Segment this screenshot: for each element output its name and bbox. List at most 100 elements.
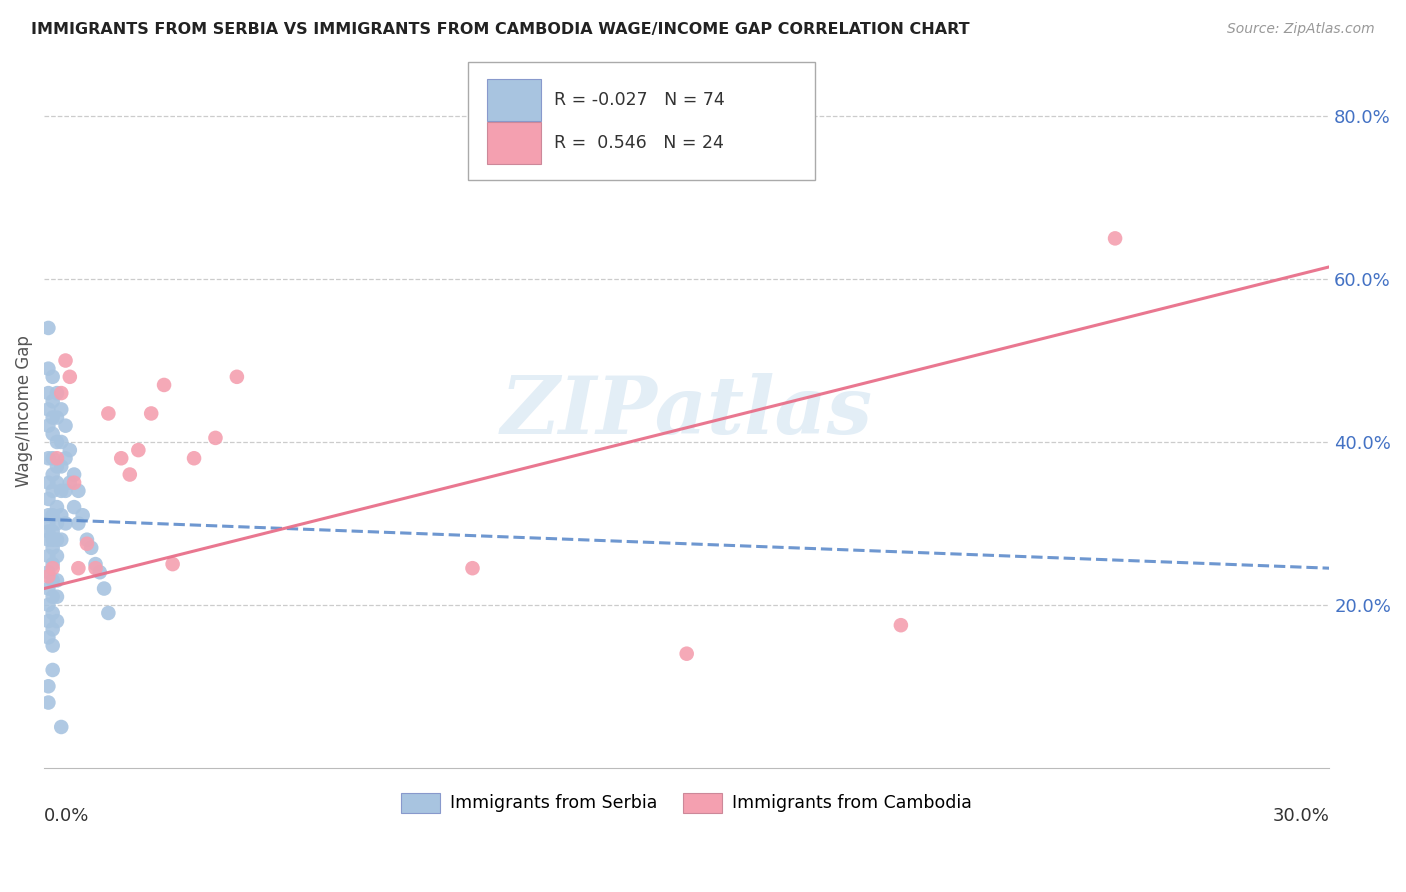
Point xyxy=(55,483,77,498)
Point xyxy=(46,574,69,588)
Point xyxy=(37,418,59,433)
Point xyxy=(41,394,63,409)
Point xyxy=(127,443,149,458)
Point xyxy=(37,475,59,490)
Point xyxy=(72,508,94,523)
Point xyxy=(51,508,73,523)
Point xyxy=(46,516,69,531)
Point xyxy=(675,647,697,661)
Point xyxy=(37,549,59,563)
Point xyxy=(63,475,86,490)
Point xyxy=(41,663,63,677)
Text: Source: ZipAtlas.com: Source: ZipAtlas.com xyxy=(1227,22,1375,37)
Point xyxy=(37,491,59,506)
Point xyxy=(67,516,90,531)
Point xyxy=(55,451,77,466)
Text: R =  0.546   N = 24: R = 0.546 N = 24 xyxy=(554,134,724,152)
Point xyxy=(46,590,69,604)
Text: IMMIGRANTS FROM SERBIA VS IMMIGRANTS FROM CAMBODIA WAGE/INCOME GAP CORRELATION C: IMMIGRANTS FROM SERBIA VS IMMIGRANTS FRO… xyxy=(31,22,970,37)
Point xyxy=(41,524,63,539)
Point xyxy=(76,537,98,551)
Point xyxy=(41,606,63,620)
Point xyxy=(153,378,176,392)
Point xyxy=(225,369,247,384)
Point xyxy=(59,475,82,490)
Point xyxy=(51,533,73,547)
Point xyxy=(41,541,63,555)
Point xyxy=(84,561,107,575)
Point xyxy=(46,500,69,515)
Point xyxy=(67,483,90,498)
Point xyxy=(46,549,69,563)
Point xyxy=(37,631,59,645)
Point xyxy=(51,459,73,474)
Point xyxy=(46,434,69,449)
Point xyxy=(41,590,63,604)
Point xyxy=(89,566,111,580)
Point xyxy=(41,557,63,571)
Point xyxy=(37,524,59,539)
Text: 0.0%: 0.0% xyxy=(44,807,90,825)
Point xyxy=(55,516,77,531)
Point xyxy=(84,557,107,571)
Point xyxy=(41,508,63,523)
Point xyxy=(41,574,63,588)
Point xyxy=(59,443,82,458)
Point xyxy=(118,467,141,482)
Point xyxy=(41,369,63,384)
Point xyxy=(46,386,69,401)
Point xyxy=(41,561,63,575)
Point xyxy=(97,407,120,421)
Point xyxy=(46,451,69,466)
Point xyxy=(55,418,77,433)
Point xyxy=(37,321,59,335)
Point xyxy=(55,353,77,368)
Point xyxy=(51,402,73,417)
Legend: Immigrants from Serbia, Immigrants from Cambodia: Immigrants from Serbia, Immigrants from … xyxy=(395,786,979,820)
Point xyxy=(37,386,59,401)
Point xyxy=(80,541,103,555)
Point xyxy=(37,614,59,628)
Point xyxy=(41,467,63,482)
Point xyxy=(46,410,69,425)
Point xyxy=(67,561,90,575)
Point xyxy=(51,434,73,449)
Point xyxy=(37,361,59,376)
Point xyxy=(37,516,59,531)
Point xyxy=(37,451,59,466)
Point xyxy=(76,533,98,547)
Point xyxy=(51,483,73,498)
Text: ZIPatlas: ZIPatlas xyxy=(501,373,873,450)
FancyBboxPatch shape xyxy=(488,79,541,121)
Point xyxy=(41,483,63,498)
Point xyxy=(162,557,184,571)
Point xyxy=(93,582,115,596)
Point xyxy=(37,508,59,523)
Point xyxy=(59,369,82,384)
Text: R = -0.027   N = 74: R = -0.027 N = 74 xyxy=(554,91,725,109)
Point xyxy=(37,598,59,612)
Point xyxy=(37,402,59,417)
Point xyxy=(461,561,484,575)
FancyBboxPatch shape xyxy=(468,62,815,180)
Point xyxy=(110,451,132,466)
Point xyxy=(37,582,59,596)
Point xyxy=(204,431,226,445)
Point xyxy=(37,533,59,547)
FancyBboxPatch shape xyxy=(488,122,541,164)
Text: 30.0%: 30.0% xyxy=(1272,807,1329,825)
Point xyxy=(51,720,73,734)
Point xyxy=(41,622,63,636)
Point xyxy=(41,533,63,547)
Y-axis label: Wage/Income Gap: Wage/Income Gap xyxy=(15,335,32,487)
Point xyxy=(97,606,120,620)
Point xyxy=(141,407,163,421)
Point xyxy=(63,500,86,515)
Point xyxy=(37,566,59,580)
Point xyxy=(63,467,86,482)
Point xyxy=(37,696,59,710)
Point xyxy=(46,459,69,474)
Point xyxy=(41,410,63,425)
Point xyxy=(41,639,63,653)
Point xyxy=(37,679,59,693)
